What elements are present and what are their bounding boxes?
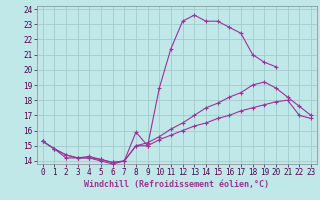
- X-axis label: Windchill (Refroidissement éolien,°C): Windchill (Refroidissement éolien,°C): [84, 180, 269, 189]
